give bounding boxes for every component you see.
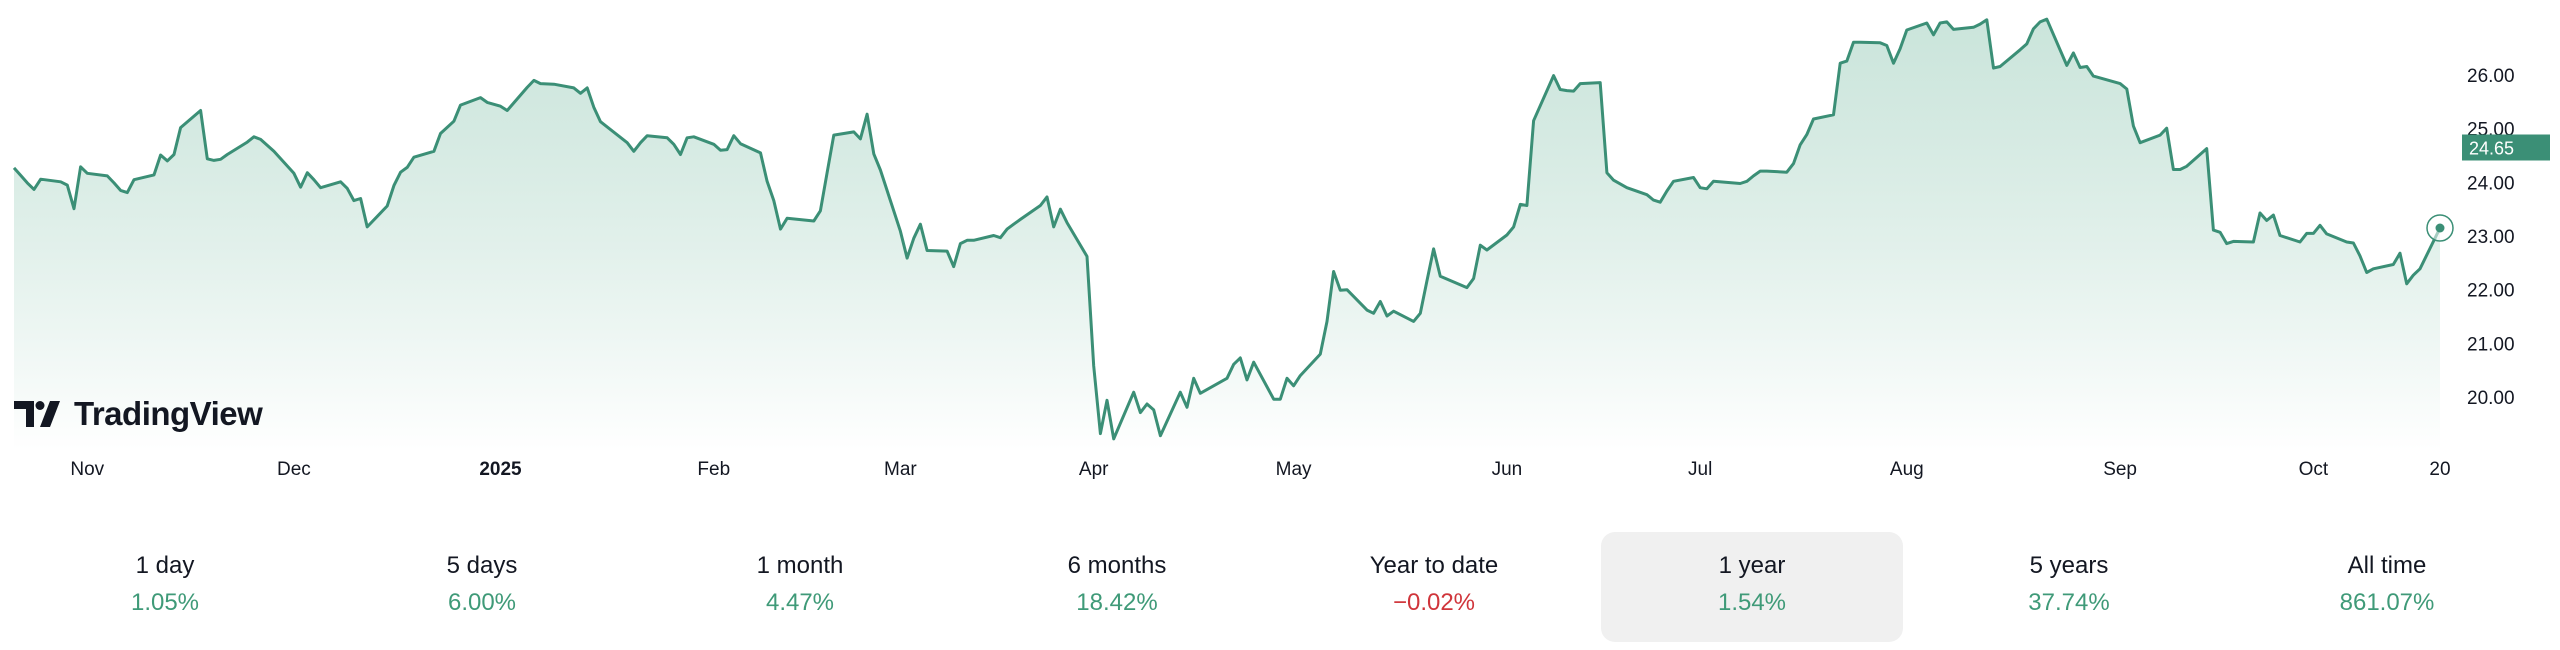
period-label: 1 day xyxy=(135,552,195,579)
period-button[interactable]: All time 861.07% xyxy=(2236,532,2538,642)
period-label: All time xyxy=(2347,552,2427,579)
period-button[interactable]: 1 month 4.47% xyxy=(649,532,951,642)
x-tick-label: Feb xyxy=(697,459,730,480)
y-tick-label: 21.00 xyxy=(2467,334,2515,355)
period-label: 6 months xyxy=(1067,552,1167,579)
tradingview-watermark[interactable]: TradingView xyxy=(14,394,263,434)
period-change-value: 1.54% xyxy=(1717,589,1787,616)
x-tick-label: Apr xyxy=(1079,459,1109,480)
x-tick-label: May xyxy=(1276,459,1312,480)
period-change-value: 18.42% xyxy=(1076,589,1158,616)
y-tick-label: 23.00 xyxy=(2467,227,2515,248)
period-change-value: 6.00% xyxy=(447,589,517,616)
watermark-text: TradingView xyxy=(74,395,263,432)
period-label: 1 year xyxy=(1718,552,1786,579)
last-price-marker: 24.65 xyxy=(2426,134,2550,242)
period-change-value: 4.47% xyxy=(765,589,835,616)
y-tick-label: 26.00 xyxy=(2467,66,2515,87)
period-change-value: −0.02% xyxy=(1392,589,1476,616)
period-button[interactable]: 6 months 18.42% xyxy=(966,532,1268,642)
period-button[interactable]: 1 year 1.54% xyxy=(1601,532,1903,642)
x-tick-label: Sep xyxy=(2103,459,2137,480)
tradingview-logo-icon xyxy=(14,401,60,427)
x-tick-label: Jul xyxy=(1688,459,1712,480)
time-axis: Nov Dec 2025 Feb Mar Apr May Jun Jul Aug Sep Oct 20 xyxy=(70,459,2450,480)
x-tick-label: Aug xyxy=(1890,459,1924,480)
price-chart[interactable]: Nov Dec 2025 Feb Mar Apr May Jun Jul Aug Sep Oct 20 … xyxy=(0,0,2560,500)
period-button[interactable]: 5 years 37.74% xyxy=(1918,532,2220,642)
x-tick-label: Oct xyxy=(2299,459,2329,480)
period-button[interactable]: Year to date −0.02% xyxy=(1283,532,1585,642)
price-area-fill xyxy=(14,19,2440,450)
area-fill-layer xyxy=(14,19,2440,450)
x-tick-label: Jun xyxy=(1492,459,1523,480)
x-tick-label: Dec xyxy=(277,459,311,480)
y-tick-label: 20.00 xyxy=(2467,388,2515,409)
x-tick-label: Nov xyxy=(70,459,104,480)
performance-periods: 1 day 1.05% 5 days 6.00% 1 month 4.47% 6 month… xyxy=(0,532,2560,642)
period-label: Year to date xyxy=(1369,552,1499,579)
period-change-value: 1.05% xyxy=(130,589,200,616)
chart-canvas[interactable]: Nov Dec 2025 Feb Mar Apr May Jun Jul Aug Sep Oct 20 … xyxy=(0,0,2560,500)
period-button[interactable]: 1 day 1.05% xyxy=(14,532,316,642)
x-tick-label: 2025 xyxy=(479,459,522,480)
price-line-layer xyxy=(12,17,2442,441)
period-change-value: 37.74% xyxy=(2028,589,2110,616)
x-tick-label: Mar xyxy=(884,459,917,480)
period-label: 5 years xyxy=(2029,552,2109,579)
period-label: 5 days xyxy=(446,552,518,579)
last-price-label: 24.65 xyxy=(2469,139,2514,159)
price-line xyxy=(12,17,2442,441)
last-price-badge xyxy=(2462,134,2550,161)
period-label: 1 month xyxy=(756,552,844,579)
y-tick-label: 24.00 xyxy=(2467,173,2515,194)
last-point-dot xyxy=(2435,223,2445,233)
period-change-value: 861.07% xyxy=(2339,589,2435,616)
x-tick-label: 20 xyxy=(2429,459,2450,480)
period-button[interactable]: 5 days 6.00% xyxy=(331,532,633,642)
y-tick-label: 22.00 xyxy=(2467,281,2515,302)
